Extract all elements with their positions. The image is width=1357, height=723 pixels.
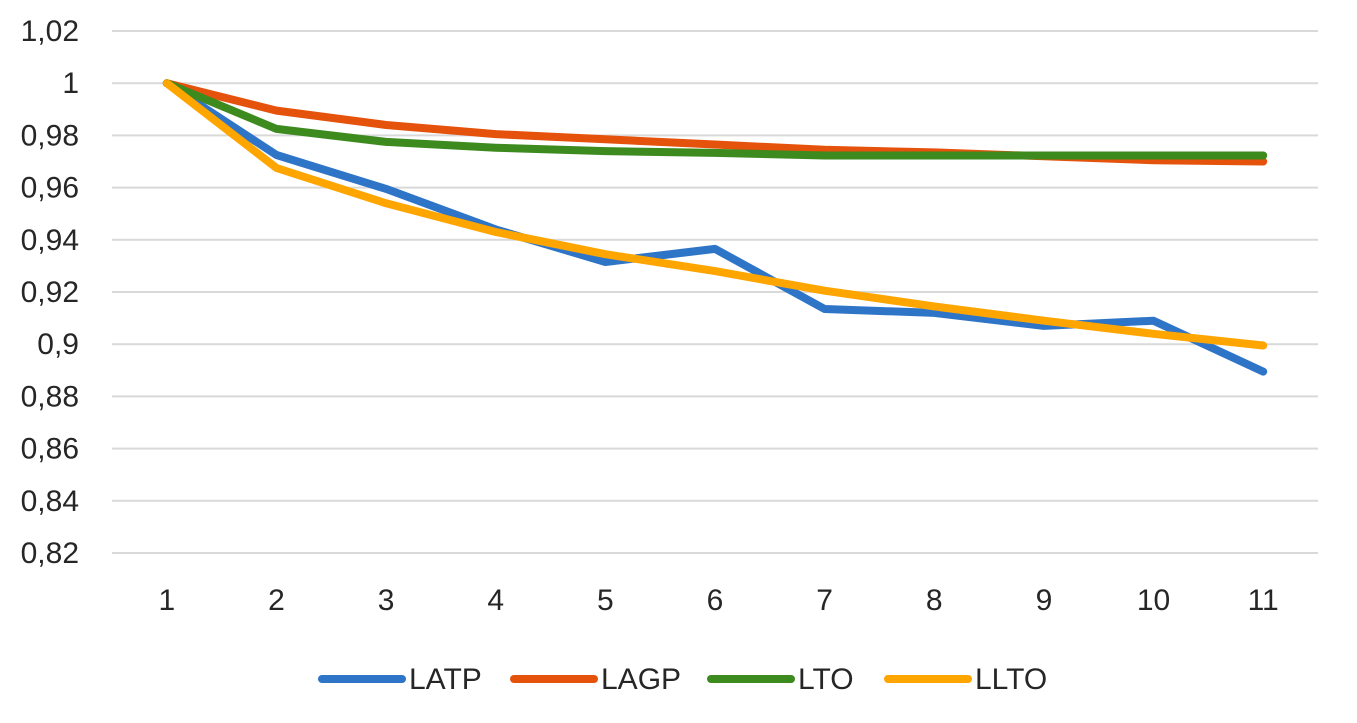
legend-label-llto: LLTO: [975, 663, 1047, 696]
y-tick-label: 0,88: [21, 380, 79, 413]
legend: LATP LAGP LTO LLTO: [318, 663, 1047, 696]
series-line-llto: [162, 79, 1268, 350]
legend-label-lto: LTO: [798, 663, 854, 696]
y-tick-label: 0,9: [37, 328, 79, 361]
y-tick-label: 0,82: [21, 537, 79, 570]
legend-label-latp: LATP: [409, 663, 482, 696]
x-tick-label: 9: [1036, 584, 1053, 617]
y-axis-ticks: 0,82 0,84 0,86 0,88 0,9 0,92 0,94 0,96 0,98 1 1,02: [21, 15, 79, 570]
x-tick-label: 6: [707, 584, 724, 617]
x-tick-label: 3: [378, 584, 395, 617]
x-tick-label: 5: [597, 584, 614, 617]
y-tick-label: 1: [62, 67, 79, 100]
series-line-lto: [162, 79, 1268, 160]
y-tick-label: 0,84: [21, 485, 79, 518]
y-tick-label: 0,94: [21, 224, 79, 257]
x-tick-label: 10: [1137, 584, 1170, 617]
x-tick-label: 11: [1248, 584, 1279, 617]
x-axis-ticks: 1 2 3 4 5 6 7 8 9 10 11: [158, 584, 1278, 617]
legend-label-lagp: LAGP: [601, 663, 681, 696]
y-tick-label: 0,98: [21, 119, 79, 152]
gridlines: [112, 30, 1318, 554]
x-tick-label: 8: [926, 584, 943, 617]
series-lines: [162, 79, 1268, 376]
y-tick-label: 0,96: [21, 172, 79, 205]
x-tick-label: 2: [268, 584, 285, 617]
y-tick-label: 0,92: [21, 276, 79, 309]
y-tick-label: 1,02: [21, 15, 79, 48]
x-tick-label: 1: [158, 584, 175, 617]
x-tick-label: 4: [487, 584, 504, 617]
x-tick-label: 7: [816, 584, 833, 617]
y-tick-label: 0,86: [21, 433, 79, 466]
